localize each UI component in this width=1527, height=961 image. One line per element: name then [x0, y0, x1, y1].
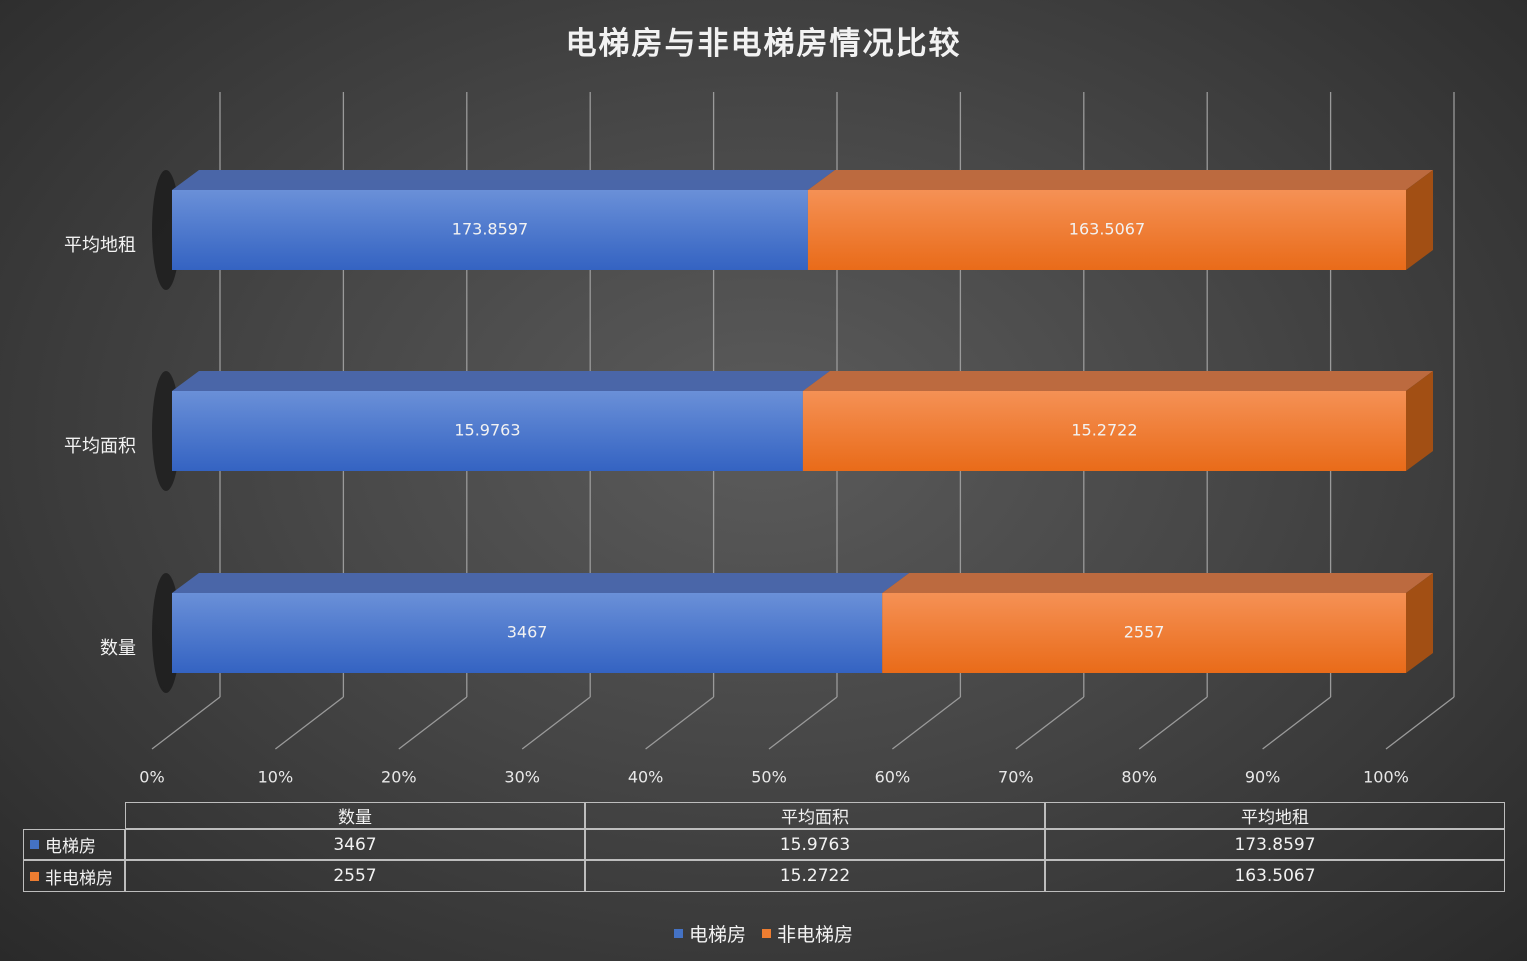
y-category-label: 数量: [100, 638, 136, 659]
floor-gridline: [1385, 696, 1455, 750]
y-category-label: 平均地租: [64, 235, 136, 256]
x-tick-label: 80%: [1121, 768, 1157, 787]
bar-side-face: [1406, 170, 1433, 270]
data-label: 15.9763: [454, 421, 520, 440]
bar-segment: 15.2722: [802, 371, 1433, 471]
table-cell: 163.5067: [1045, 860, 1505, 892]
floor-gridline: [521, 696, 591, 750]
x-tick-label: 10%: [258, 768, 294, 787]
table-row-header: 非电梯房: [23, 860, 125, 892]
bar-front-face: [172, 391, 803, 471]
series-name: 非电梯房: [45, 868, 113, 889]
x-tick-label: 100%: [1363, 768, 1409, 787]
bar-front-face: [882, 593, 1406, 673]
table-cell: 15.9763: [585, 829, 1045, 860]
bar-top-face: [882, 573, 1433, 593]
x-axis-ticks: 0% 10% 20% 30% 40% 50% 60% 70% 80% 90% 100%: [139, 768, 1409, 787]
bar-top-face: [807, 170, 1433, 190]
y-category-label: 平均面积: [64, 436, 136, 457]
x-tick-label: 20%: [381, 768, 417, 787]
x-tick-label: 40%: [628, 768, 664, 787]
bar-segment: 3467: [172, 573, 910, 673]
bar-top-face: [172, 170, 835, 190]
table-cell: 15.2722: [585, 860, 1045, 892]
bar-side-face: [1406, 573, 1433, 673]
x-tick-label: 0%: [139, 768, 164, 787]
floor-gridline: [1138, 696, 1208, 750]
floor-gridline: [1262, 696, 1331, 750]
table-cell: 3467: [125, 829, 585, 860]
data-label: 173.8597: [452, 220, 528, 239]
bar-front-face: [172, 593, 883, 673]
series-key-icon: [30, 840, 39, 849]
chart-title: 电梯房与非电梯房情况比较: [565, 26, 962, 62]
floor-gridline: [892, 696, 961, 750]
x-tick-label: 30%: [504, 768, 540, 787]
bar-front-face: [807, 190, 1406, 270]
bar-top-face: [172, 371, 830, 391]
floor-gridline: [645, 696, 714, 750]
bars: 3467 2557 数量 15.9763 15.2722 平均面积 173.8597 163.…: [64, 170, 1433, 693]
legend-label: 非电梯房: [777, 924, 854, 946]
floor-gridline: [1015, 696, 1085, 750]
x-tick-label: 90%: [1245, 768, 1281, 787]
x-tick-label: 70%: [998, 768, 1034, 787]
floor-gridline: [151, 696, 221, 750]
data-label: 2557: [1124, 623, 1165, 642]
floor-gridline: [768, 696, 838, 750]
bar-top-face: [172, 573, 910, 593]
table-row-header: 电梯房: [23, 829, 125, 860]
bar-segment: 2557: [882, 573, 1433, 673]
legend: 电梯房 非电梯房: [0, 920, 1527, 947]
x-tick-label: 50%: [751, 768, 787, 787]
data-label: 163.5067: [1069, 220, 1145, 239]
bar-top-face: [802, 371, 1433, 391]
table-header-cell: 平均面积: [585, 802, 1045, 829]
table-cell: 2557: [125, 860, 585, 892]
floor-gridline: [275, 696, 344, 750]
bar-segment: 173.8597: [172, 170, 835, 270]
series-key-icon: [30, 871, 39, 881]
bar-segment: 163.5067: [807, 170, 1433, 270]
legend-item: 电梯房: [673, 920, 746, 947]
bar-front-face: [172, 190, 808, 270]
table-header-cell: 平均地租: [1045, 802, 1505, 829]
data-label: 15.2722: [1071, 421, 1137, 440]
bar-front-face: [802, 391, 1406, 471]
legend-key-icon: [673, 929, 683, 938]
legend-label: 电梯房: [688, 924, 746, 946]
table-header-cell: 数量: [125, 802, 585, 829]
series-name: 电梯房: [45, 837, 96, 857]
bar-segment: 15.9763: [172, 371, 830, 471]
legend-key-icon: [762, 929, 771, 938]
data-label: 3467: [507, 623, 548, 642]
bar-side-face: [1406, 371, 1433, 471]
legend-item: 非电梯房: [762, 920, 853, 947]
floor-gridline: [398, 696, 468, 750]
x-tick-label: 60%: [875, 768, 911, 787]
table-cell: 173.8597: [1045, 829, 1505, 860]
